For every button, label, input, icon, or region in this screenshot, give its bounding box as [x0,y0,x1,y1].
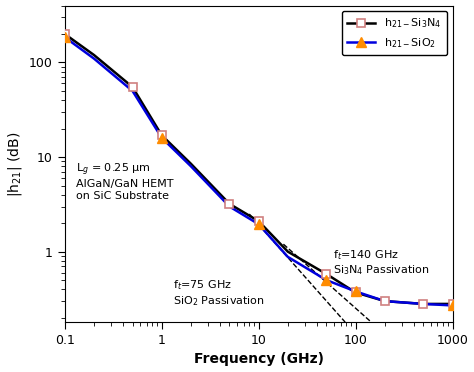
Text: f$_t$=75 GHz
SiO$_2$ Passivation: f$_t$=75 GHz SiO$_2$ Passivation [173,279,264,308]
Text: f$_t$=140 GHz
Si$_3$N$_4$ Passivation: f$_t$=140 GHz Si$_3$N$_4$ Passivation [333,248,429,278]
Y-axis label: |h$_{21}$| (dB): |h$_{21}$| (dB) [6,131,24,196]
X-axis label: Frequency (GHz): Frequency (GHz) [194,352,324,366]
Text: L$_g$ = 0.25 μm
AlGaN/GaN HEMT
on SiC Substrate: L$_g$ = 0.25 μm AlGaN/GaN HEMT on SiC Su… [76,161,173,201]
Legend: h$_{21-}$Si$_3$N$_4$, h$_{21-}$SiO$_2$: h$_{21-}$Si$_3$N$_4$, h$_{21-}$SiO$_2$ [342,11,447,55]
